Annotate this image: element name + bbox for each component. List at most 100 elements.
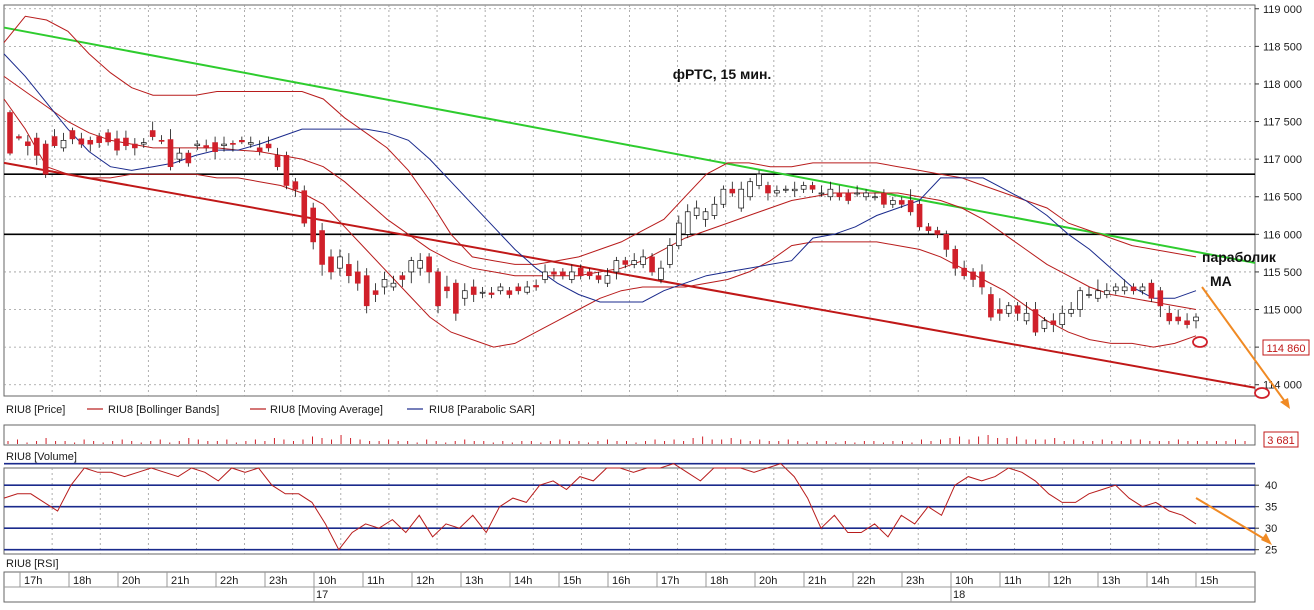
candle-body bbox=[970, 271, 976, 280]
y-tick-label: 115 000 bbox=[1263, 305, 1302, 317]
candle-body bbox=[863, 192, 869, 198]
time-label: 13h bbox=[1102, 575, 1120, 587]
candle-body bbox=[1059, 312, 1066, 325]
candle-body bbox=[221, 143, 227, 146]
y-tick-label: 118 000 bbox=[1263, 79, 1302, 91]
candle-body bbox=[568, 271, 575, 280]
candle-body bbox=[408, 260, 415, 273]
time-label: 20h bbox=[759, 575, 777, 587]
time-label: 21h bbox=[171, 575, 189, 587]
candle-body bbox=[444, 286, 450, 292]
legend-price: RIU8 [Price] bbox=[6, 404, 65, 416]
candle-body bbox=[1104, 290, 1110, 295]
candle-body bbox=[319, 230, 325, 265]
time-label: 18h bbox=[73, 575, 91, 587]
candle-body bbox=[907, 200, 914, 213]
candle-body bbox=[33, 137, 40, 156]
candle-body bbox=[738, 188, 745, 209]
candle-body bbox=[711, 203, 718, 216]
candle-body bbox=[533, 285, 539, 288]
candle-body bbox=[78, 138, 85, 145]
candle-body bbox=[1050, 320, 1057, 325]
candle-body bbox=[791, 188, 798, 192]
parabolic-annotation: параболик bbox=[1202, 249, 1277, 265]
candle-body bbox=[435, 271, 441, 307]
candle-body bbox=[1005, 305, 1012, 314]
candle-body bbox=[1148, 282, 1155, 299]
candle-body bbox=[497, 286, 504, 292]
candle-body bbox=[943, 233, 950, 250]
candle-body bbox=[809, 185, 816, 190]
candle-body bbox=[96, 136, 102, 143]
candle-body bbox=[25, 141, 31, 146]
candle-body bbox=[845, 192, 852, 201]
candle-body bbox=[622, 260, 629, 265]
candle-body bbox=[158, 139, 165, 142]
candle-body bbox=[1157, 290, 1164, 307]
candle-body bbox=[872, 196, 878, 199]
candle-body bbox=[898, 200, 905, 205]
rsi-tick-label: 30 bbox=[1265, 523, 1277, 535]
candle-body bbox=[461, 290, 468, 299]
candle-body bbox=[1023, 312, 1030, 322]
candle-body bbox=[729, 188, 736, 194]
bollinger-lower-line bbox=[3, 98, 1197, 348]
y-tick-label: 116 000 bbox=[1263, 229, 1302, 241]
candle-body bbox=[417, 260, 423, 269]
time-label: 10h bbox=[318, 575, 336, 587]
y-tick-label: 119 000 bbox=[1263, 4, 1302, 16]
target-circle-1 bbox=[1192, 336, 1208, 348]
volume-panel-frame bbox=[3, 424, 1256, 446]
candle-body bbox=[123, 137, 129, 146]
legend-volume: RIU8 [Volume] bbox=[6, 451, 77, 463]
candle-body bbox=[1130, 286, 1137, 292]
last-price-label: 114 860 bbox=[1267, 343, 1306, 355]
time-label: 22h bbox=[220, 575, 238, 587]
candle-body bbox=[488, 292, 495, 295]
candle-body bbox=[114, 138, 120, 151]
candle-body bbox=[301, 190, 308, 224]
green-trendline bbox=[3, 26, 1256, 264]
candle-body bbox=[69, 130, 76, 140]
last-volume-label: 3 681 bbox=[1267, 435, 1295, 447]
time-label: 17h bbox=[661, 575, 679, 587]
candle-body bbox=[167, 139, 174, 168]
rsi-tick-label: 40 bbox=[1265, 480, 1277, 492]
candle-body bbox=[230, 143, 236, 145]
time-label: 20h bbox=[122, 575, 140, 587]
moving-average-line bbox=[3, 75, 1197, 310]
candle-body bbox=[631, 260, 638, 265]
candle-body bbox=[586, 271, 593, 277]
candle-body bbox=[1086, 294, 1092, 296]
y-tick-label: 114 000 bbox=[1263, 380, 1302, 392]
candle-body bbox=[194, 143, 201, 146]
legend-parabolic-sar: RIU8 [Parabolic SAR] bbox=[429, 404, 535, 416]
candle-body bbox=[783, 188, 789, 191]
time-label: 12h bbox=[416, 575, 434, 587]
y-tick-label: 117 000 bbox=[1263, 154, 1302, 166]
candle-body bbox=[283, 155, 290, 186]
candle-body bbox=[800, 185, 807, 190]
time-label: 22h bbox=[857, 575, 875, 587]
candle-body bbox=[381, 279, 388, 288]
candle-body bbox=[1139, 286, 1146, 292]
candle-body bbox=[979, 271, 985, 288]
last-volume-box bbox=[1263, 431, 1299, 448]
candle-body bbox=[132, 143, 138, 149]
time-label: 15h bbox=[563, 575, 581, 587]
red-trendline bbox=[3, 161, 1256, 389]
candle-body bbox=[1166, 312, 1173, 322]
candle-body bbox=[1095, 290, 1101, 299]
time-label: 13h bbox=[465, 575, 483, 587]
candle-body bbox=[1184, 320, 1190, 325]
candle-body bbox=[756, 173, 762, 186]
candle-body bbox=[1014, 305, 1021, 314]
time-label: 18h bbox=[710, 575, 728, 587]
legend-moving-average: RIU8 [Moving Average] bbox=[270, 404, 383, 416]
candle-body bbox=[470, 286, 477, 295]
candle-body bbox=[185, 152, 192, 164]
time-label: 11h bbox=[367, 575, 385, 587]
legend-rsi: RIU8 [RSI] bbox=[6, 558, 59, 570]
time-label: 14h bbox=[514, 575, 532, 587]
